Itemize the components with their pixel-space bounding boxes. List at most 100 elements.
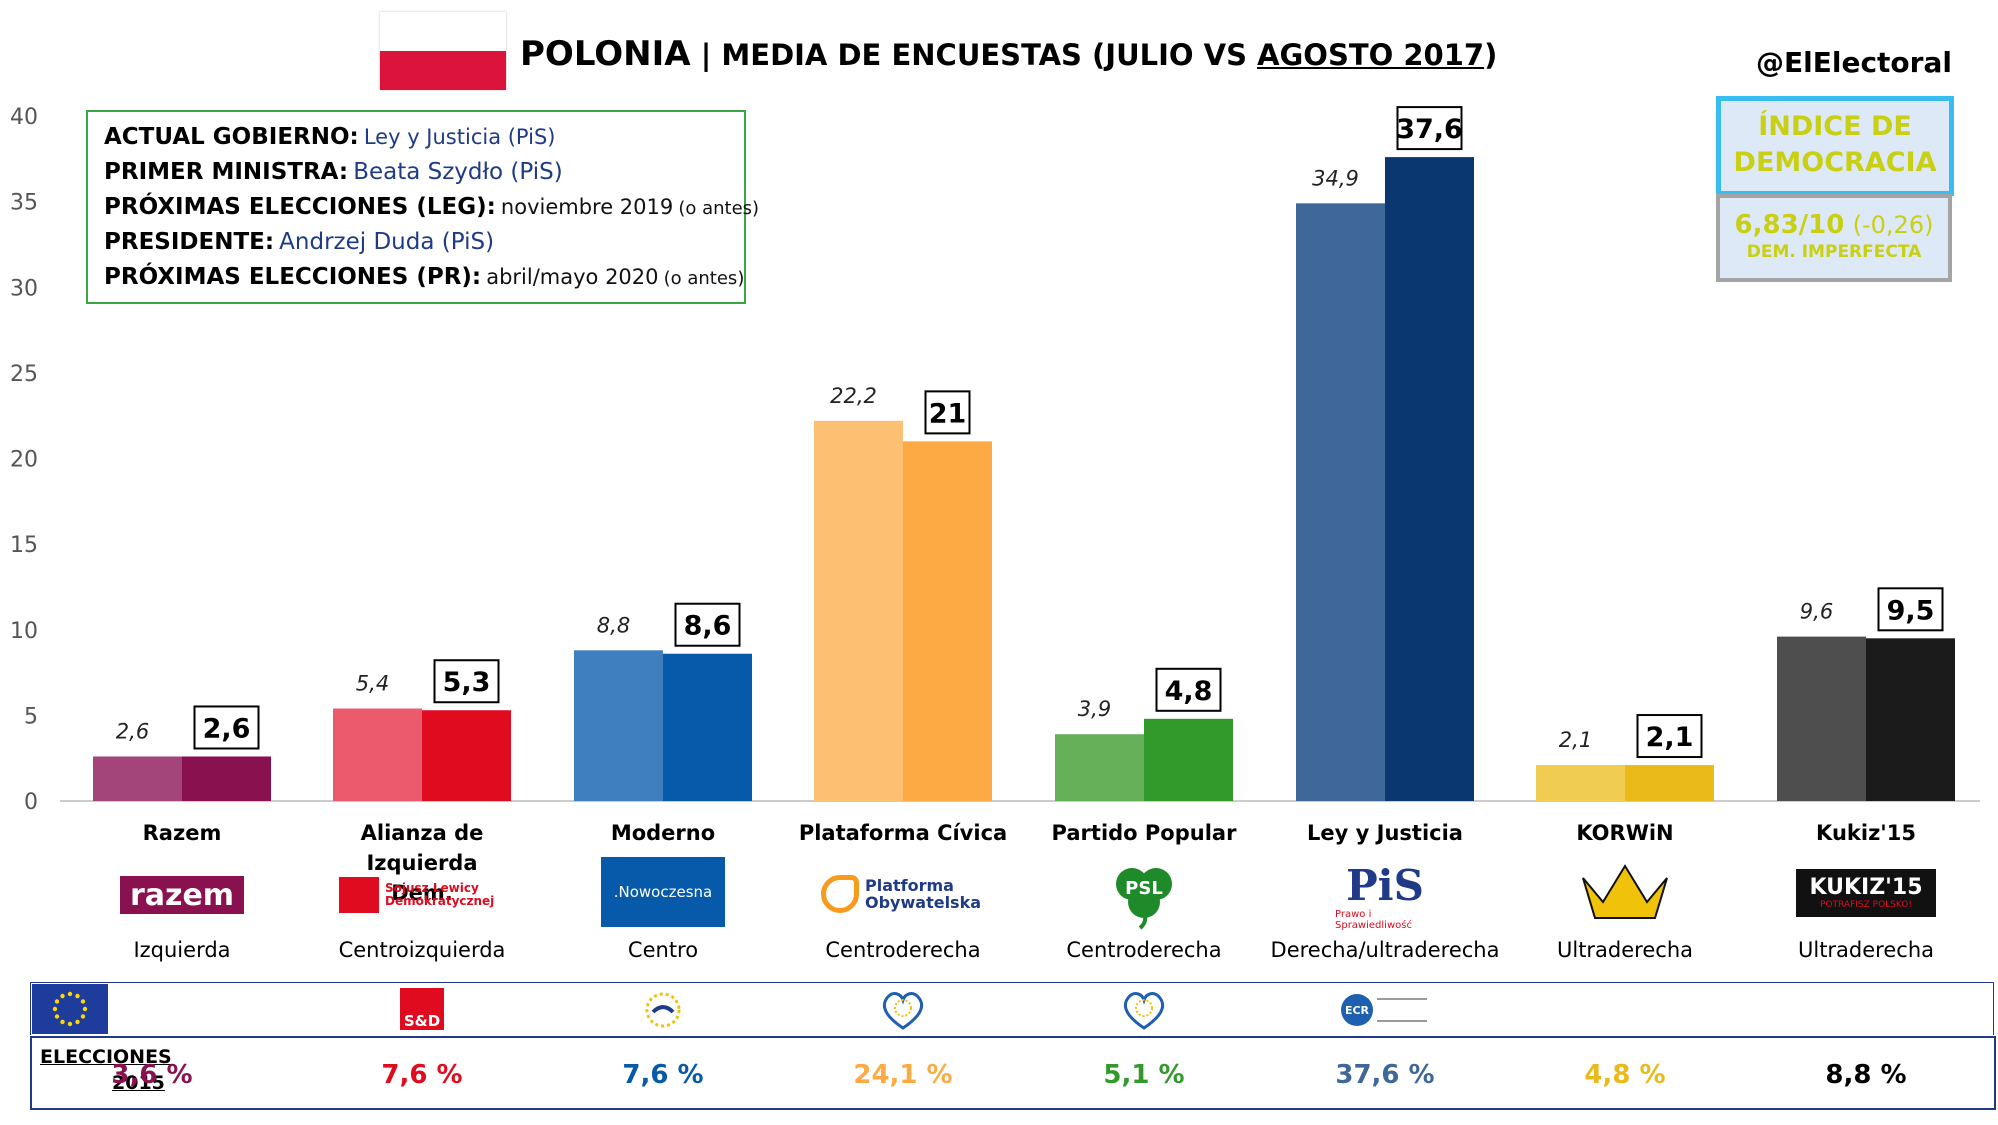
party-ideology: Centroizquierda [338,938,506,962]
eu-star-icon [52,1006,58,1012]
elections-2015-value: 7,6 % [622,1060,704,1090]
info-line-government: ACTUAL GOBIERNO: Ley y Justicia (PiS) [104,124,556,150]
sld-flag-icon [339,877,379,913]
title-sep: | [690,38,722,72]
info-note: (o antes) [678,198,760,219]
data-label-box [674,602,741,647]
logo-text: Sojusz Lewicy Demokratycznej [385,881,495,908]
info-key: PRÓXIMAS ELECCIONES (LEG): [104,194,496,220]
logo-subtext: Prawo i Sprawiedliwość [1335,909,1412,931]
party-block: KORWiN [1510,818,1740,848]
epp-heart-icon [1123,992,1165,1030]
y-tick-label: 15 [10,533,38,558]
logo-text: KUKIZ'15 [1809,875,1923,900]
bar-julio [1296,203,1385,801]
party-block: Ley y Justicia [1270,818,1500,848]
info-value: Andrzej Duda (PiS) [279,229,495,255]
elections-2015-value: 4,8 % [1584,1060,1666,1090]
party-name-line2: Dem. [391,881,453,905]
data-label-julio: 3,9 [1078,697,1111,721]
psl-clover-logo: PSL [1110,860,1178,930]
info-value: Beata Szydło (PiS) [353,159,563,185]
party-block: Alianza de Izquierda Dem. [307,818,537,908]
eu-flag-icon [32,984,108,1034]
bar-agosto [1866,638,1955,801]
y-tick-label: 40 [10,105,38,130]
eu-group-label: ECR [1344,1003,1370,1017]
po-mark-icon [821,875,859,913]
y-tick-label: 20 [10,448,38,473]
razem-logo: razem [120,876,244,914]
elections-2015-row [30,1036,1996,1110]
elections-2015-value: 3,6 % [111,1060,193,1090]
info-value: noviembre 2019 [500,195,674,219]
party-block: Razem [67,818,297,848]
ecr-circle-icon: ECR [1341,994,1373,1026]
bar-julio [1536,765,1625,801]
info-key: ACTUAL GOBIERNO: [104,124,359,150]
eu-star-icon [67,991,73,997]
data-label-box [924,390,971,435]
eu-star-icon [60,993,65,999]
party-name: Moderno [610,821,716,845]
data-label-agosto: 4,8 [1165,676,1213,707]
sld-logo: Sojusz Lewicy Demokratycznej [336,872,508,918]
ecr-text-lines [1377,998,1427,1022]
title-main: POLONIA [520,34,691,74]
democracy-score-line: 6,83/10 (-0,26) [1720,210,1948,240]
pis-logo: PiS Prawo i Sprawiedliwość [1335,858,1435,936]
bar-agosto [1144,718,1233,801]
data-label-box [1636,714,1703,759]
data-label-julio: 34,9 [1312,166,1359,190]
elections-2015-value: 24,1 % [853,1060,953,1090]
korwin-crown-logo [1581,862,1669,920]
data-label-agosto: 2,1 [1646,722,1694,753]
democracy-value-box: 6,83/10 (-0,26) DEM. IMPERFECTA [1716,194,1952,282]
info-line-pm: PRIMER MINISTRA: Beata Szydło (PiS) [104,159,563,185]
info-key: PRESIDENTE: [104,229,275,255]
logo-text: .Nowoczesna [613,883,713,901]
y-tick-label: 10 [10,619,38,644]
logo-text: PiS [1346,861,1424,910]
party-ideology: Derecha/ultraderecha [1270,938,1500,962]
title-underlined: AGOSTO 2017 [1257,38,1485,72]
info-note: (o antes) [663,268,745,289]
bar-agosto [1385,157,1474,802]
bar-julio [93,756,182,801]
y-tick-label: 35 [10,191,38,216]
author-handle: @ElElectoral [1756,46,1952,79]
data-label-julio: 8,8 [597,613,630,637]
info-line-president: PRESIDENTE: Andrzej Duda (PiS) [104,229,494,255]
bar-julio [1777,636,1866,801]
y-tick-label: 5 [24,704,38,729]
info-line-pr-elections: PRÓXIMAS ELECCIONES (PR): abril/mayo 202… [104,264,744,290]
party-ideology: Centroderecha [1066,938,1222,962]
eu-groups-strip [30,982,1994,1035]
party-ideology: Centroderecha [825,938,981,962]
bar-agosto [1625,765,1714,801]
elections-2015-value: 8,8 % [1825,1060,1907,1090]
eu-star-icon [80,999,86,1004]
data-label-agosto: 37,6 [1396,114,1463,145]
data-label-julio: 9,6 [1800,600,1833,624]
data-label-box [1155,667,1222,712]
y-tick-label: 0 [24,790,38,810]
info-value: abril/mayo 2020 [486,265,659,289]
eu-star-icon [75,1019,80,1025]
democracy-change: (-0,26) [1852,211,1934,239]
party-block: Kukiz'15 [1751,818,1981,848]
bar-agosto [663,653,752,801]
democracy-title-1: ÍNDICE DE [1758,111,1912,142]
elections-2015-value: 37,6 % [1335,1060,1435,1090]
eu-star-icon [80,1014,86,1019]
party-ideology: Ultraderecha [1556,938,1693,962]
logo-text: Platforma Obywatelska [865,876,982,912]
eu-star-icon [75,993,80,999]
data-label-agosto: 21 [929,398,967,429]
party-block: Moderno [548,818,778,848]
party-name: Ley y Justicia [1307,821,1463,845]
page-title: POLONIA | MEDIA DE ENCUESTAS (JULIO VS A… [520,34,1497,74]
platforma-logo: Platforma Obywatelska [811,868,995,920]
elections-2015-value: 5,1 % [1103,1060,1185,1090]
poland-flag [380,12,506,90]
